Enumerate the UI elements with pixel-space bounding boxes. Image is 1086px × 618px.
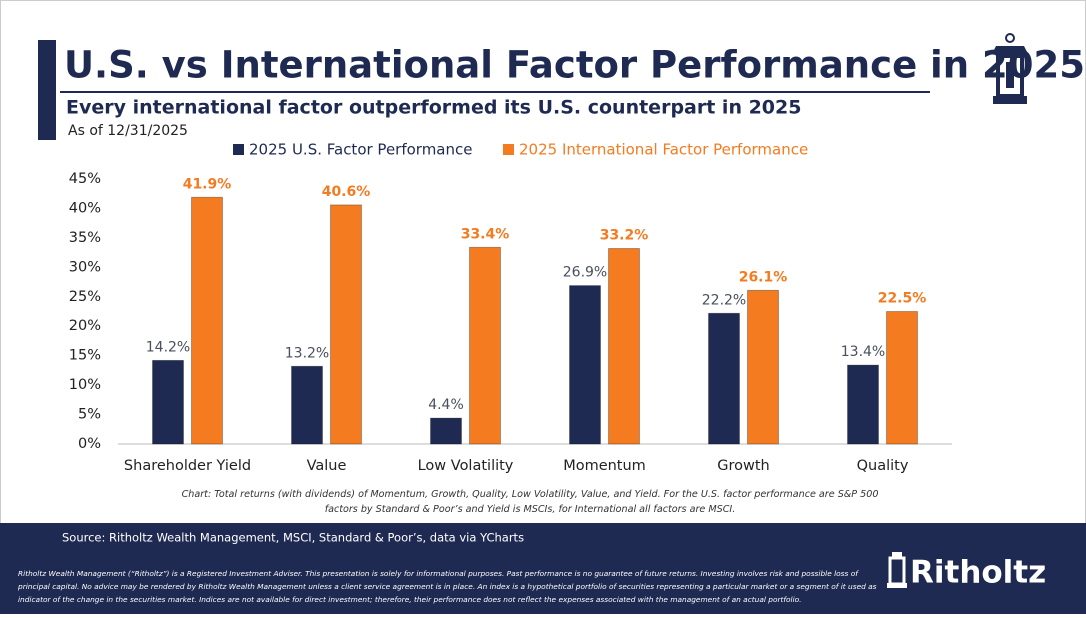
data-label: 22.5% <box>878 291 927 307</box>
y-tick-label: 15% <box>69 348 101 364</box>
subtitle: Every international factor outperformed … <box>66 97 801 119</box>
data-label: 40.6% <box>322 184 371 200</box>
x-tick-label: Shareholder Yield <box>124 458 251 474</box>
data-label: 14.2% <box>146 339 190 355</box>
bar <box>569 285 601 445</box>
disclaimer: principal capital. No advice may be rend… <box>17 582 877 591</box>
bar <box>886 311 918 445</box>
data-label: 33.4% <box>461 226 510 242</box>
data-label: 13.4% <box>841 344 885 360</box>
bar <box>152 359 184 445</box>
accent-bar <box>38 40 56 140</box>
bar <box>191 196 223 445</box>
data-label: 33.2% <box>600 227 649 243</box>
data-label: 41.9% <box>183 176 232 192</box>
bar <box>330 204 362 445</box>
y-tick-label: 0% <box>78 436 101 452</box>
bar <box>430 417 462 445</box>
legend-label: 2025 U.S. Factor Performance <box>249 141 472 159</box>
lantern-icon <box>992 33 1028 104</box>
y-tick-label: 30% <box>69 259 101 275</box>
y-tick-label: 25% <box>69 289 101 305</box>
x-tick-label: Growth <box>717 458 770 474</box>
x-tick-label: Quality <box>857 458 909 474</box>
chart-caption: Chart: Total returns (with dividends) of… <box>182 489 879 500</box>
bar <box>469 246 501 445</box>
brand-name: Ritholtz <box>910 555 1046 591</box>
disclaimer: indicator of the change in the securitie… <box>18 595 802 604</box>
x-tick-label: Momentum <box>563 458 646 474</box>
chart-title: U.S. vs International Factor Performance… <box>64 44 1085 87</box>
y-tick-label: 20% <box>69 318 101 334</box>
legend-swatch <box>233 144 244 155</box>
bar <box>608 248 640 445</box>
data-label: 22.2% <box>702 292 746 308</box>
y-tick-label: 45% <box>69 171 101 187</box>
chart-caption: factors by Standard & Poor’s and Yield i… <box>325 504 736 515</box>
legend-swatch <box>503 144 514 155</box>
bar <box>847 364 879 445</box>
date-note: As of 12/31/2025 <box>68 123 188 139</box>
x-tick-label: Value <box>307 458 347 474</box>
data-label: 26.9% <box>563 265 607 281</box>
legend-label: 2025 International Factor Performance <box>519 141 808 159</box>
bar <box>747 289 779 445</box>
y-tick-label: 35% <box>69 230 101 246</box>
x-tick-label: Low Volatility <box>418 458 514 474</box>
data-label: 13.2% <box>285 345 329 361</box>
brand-icon <box>887 552 907 588</box>
data-label: 4.4% <box>428 397 464 413</box>
y-tick-label: 10% <box>69 377 101 393</box>
bar <box>291 365 323 445</box>
source-note: Source: Ritholtz Wealth Management, MSCI… <box>62 531 524 545</box>
y-tick-label: 40% <box>69 200 101 216</box>
disclaimer: Ritholtz Wealth Management (“Ritholtz”) … <box>18 569 859 578</box>
data-label: 26.1% <box>739 269 788 285</box>
bar <box>708 312 740 445</box>
y-tick-label: 5% <box>78 407 101 423</box>
